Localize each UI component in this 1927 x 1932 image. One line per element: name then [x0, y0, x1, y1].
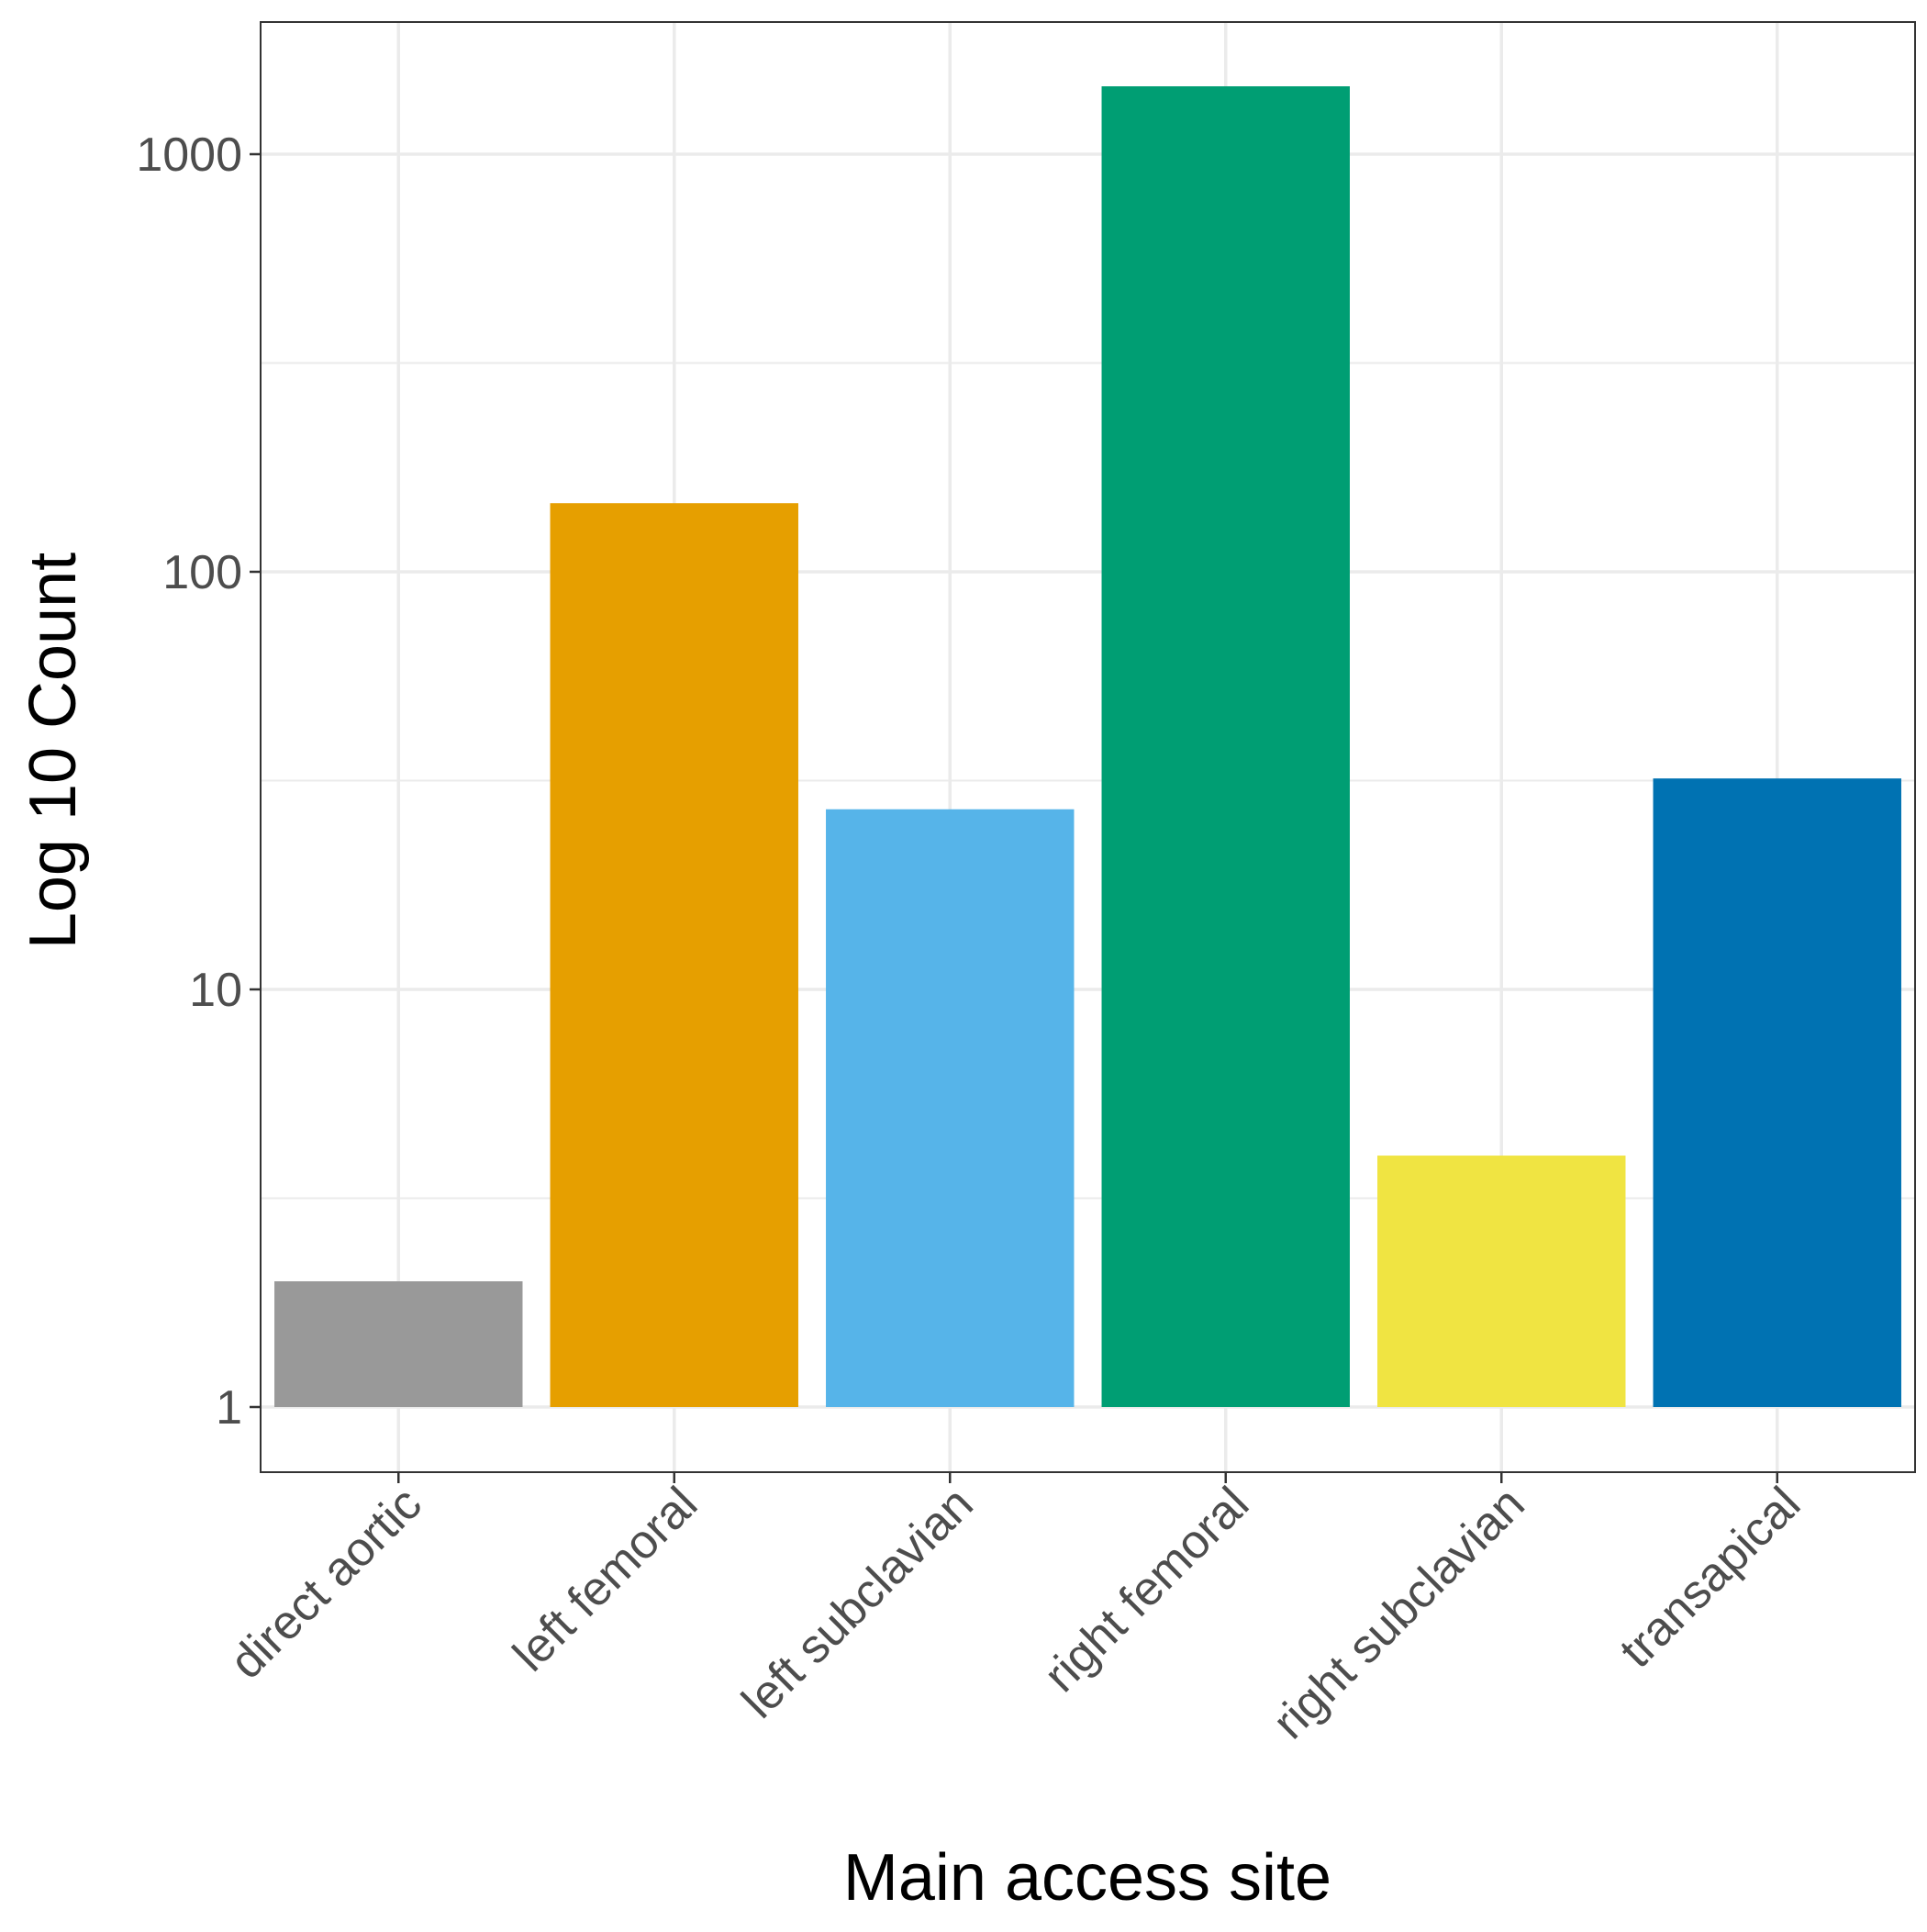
x-tick-label: right subclavian	[1263, 1477, 1534, 1748]
y-tick-label: 1000	[136, 128, 242, 182]
panel-border	[260, 21, 1916, 1473]
y-tick-label: 10	[189, 964, 242, 1017]
y-tick-label: 100	[162, 546, 242, 599]
x-tick-label: right femoral	[1034, 1477, 1259, 1702]
bar-transapical	[1653, 778, 1901, 1407]
x-tick-label: direct aortic	[220, 1477, 432, 1689]
bar-right-femoral	[1101, 86, 1350, 1407]
x-tick-label: transapical	[1610, 1477, 1810, 1678]
x-axis-title: Main access site	[843, 1841, 1331, 1915]
y-tick-label: 1	[216, 1381, 242, 1435]
bar-left-femoral	[550, 503, 798, 1407]
y-axis-title: Log 10 Count	[17, 553, 90, 949]
bars	[274, 86, 1901, 1407]
bar-left-subclavian	[826, 809, 1075, 1407]
x-tick-label: left femoral	[503, 1477, 707, 1681]
x-tick-label: left subclavian	[732, 1477, 984, 1728]
bar-direct-aortic	[274, 1281, 523, 1407]
bar-right-subclavian	[1377, 1156, 1626, 1407]
